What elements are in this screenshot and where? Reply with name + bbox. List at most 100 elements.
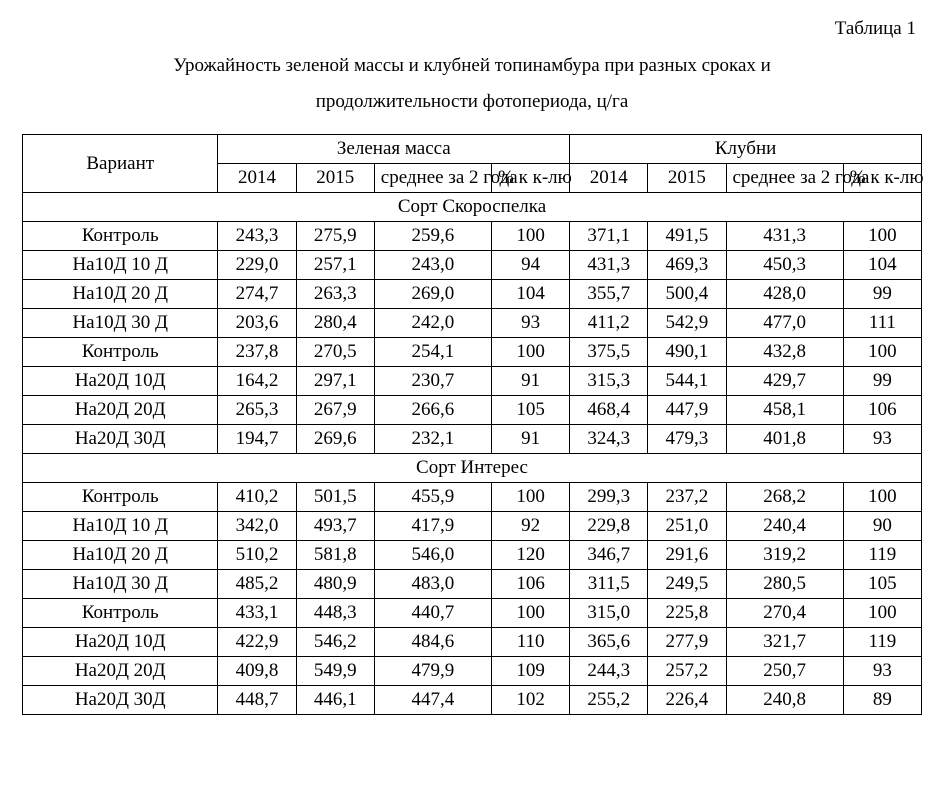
cell-gpct: 104 — [492, 280, 570, 309]
cell-g15: 480,9 — [296, 570, 374, 599]
cell-tpct: 99 — [843, 280, 921, 309]
cell-gpct: 109 — [492, 657, 570, 686]
cell-gavg: 242,0 — [374, 309, 491, 338]
header-t-2014: 2014 — [570, 164, 648, 193]
cell-gavg: 546,0 — [374, 541, 491, 570]
header-g-2015: 2015 — [296, 164, 374, 193]
cell-variant: На10Д 10 Д — [23, 251, 218, 280]
cell-gpct: 105 — [492, 396, 570, 425]
header-green: Зеленая масса — [218, 135, 570, 164]
cell-tavg: 450,3 — [726, 251, 843, 280]
cell-g14: 409,8 — [218, 657, 296, 686]
cell-t15: 479,3 — [648, 425, 726, 454]
cell-g15: 275,9 — [296, 222, 374, 251]
cell-g15: 546,2 — [296, 628, 374, 657]
cell-g14: 194,7 — [218, 425, 296, 454]
cell-t15: 257,2 — [648, 657, 726, 686]
cell-tavg: 432,8 — [726, 338, 843, 367]
table-row: На20Д 10Д422,9546,2484,6110365,6277,9321… — [23, 628, 922, 657]
cell-g14: 342,0 — [218, 512, 296, 541]
cell-t14: 431,3 — [570, 251, 648, 280]
cell-t15: 491,5 — [648, 222, 726, 251]
cell-tavg: 270,4 — [726, 599, 843, 628]
table-row: На20Д 20Д265,3267,9266,6105468,4447,9458… — [23, 396, 922, 425]
cell-gavg: 447,4 — [374, 686, 491, 715]
title-line-2: продолжительности фотопериода, ц/га — [316, 91, 629, 112]
cell-g15: 549,9 — [296, 657, 374, 686]
cell-g15: 448,3 — [296, 599, 374, 628]
table-title: Урожайность зеленой массы и клубней топи… — [22, 48, 922, 120]
cell-t15: 225,8 — [648, 599, 726, 628]
cell-gpct: 102 — [492, 686, 570, 715]
cell-t14: 311,5 — [570, 570, 648, 599]
cell-g15: 493,7 — [296, 512, 374, 541]
section-row: Сорт Скороспелка — [23, 193, 922, 222]
cell-tavg: 431,3 — [726, 222, 843, 251]
header-g-pct: % к к-лю — [492, 164, 570, 193]
cell-variant: На20Д 20Д — [23, 657, 218, 686]
cell-gpct: 91 — [492, 367, 570, 396]
cell-t15: 469,3 — [648, 251, 726, 280]
cell-tpct: 99 — [843, 367, 921, 396]
cell-variant: На10Д 30 Д — [23, 309, 218, 338]
cell-g14: 448,7 — [218, 686, 296, 715]
cell-tpct: 106 — [843, 396, 921, 425]
cell-variant: На20Д 10Д — [23, 628, 218, 657]
cell-g15: 267,9 — [296, 396, 374, 425]
cell-g15: 269,6 — [296, 425, 374, 454]
cell-g14: 229,0 — [218, 251, 296, 280]
cell-t14: 411,2 — [570, 309, 648, 338]
cell-tpct: 90 — [843, 512, 921, 541]
cell-g15: 297,1 — [296, 367, 374, 396]
cell-g15: 263,3 — [296, 280, 374, 309]
table-row: На10Д 30 Д203,6280,4242,093411,2542,9477… — [23, 309, 922, 338]
cell-tpct: 119 — [843, 541, 921, 570]
cell-tpct: 93 — [843, 657, 921, 686]
cell-tavg: 458,1 — [726, 396, 843, 425]
cell-variant: На20Д 20Д — [23, 396, 218, 425]
cell-gavg: 232,1 — [374, 425, 491, 454]
cell-g14: 422,9 — [218, 628, 296, 657]
cell-g14: 237,8 — [218, 338, 296, 367]
cell-t15: 500,4 — [648, 280, 726, 309]
cell-gpct: 110 — [492, 628, 570, 657]
cell-t14: 255,2 — [570, 686, 648, 715]
cell-tavg: 240,4 — [726, 512, 843, 541]
cell-g15: 501,5 — [296, 483, 374, 512]
cell-tavg: 280,5 — [726, 570, 843, 599]
header-t-avg: среднее за 2 года — [726, 164, 843, 193]
cell-gavg: 243,0 — [374, 251, 491, 280]
cell-variant: Контроль — [23, 222, 218, 251]
table-row: На10Д 10 Д229,0257,1243,094431,3469,3450… — [23, 251, 922, 280]
cell-g15: 270,5 — [296, 338, 374, 367]
cell-t15: 277,9 — [648, 628, 726, 657]
cell-t14: 315,0 — [570, 599, 648, 628]
cell-variant: На20Д 10Д — [23, 367, 218, 396]
cell-g15: 257,1 — [296, 251, 374, 280]
cell-variant: На10Д 30 Д — [23, 570, 218, 599]
cell-t14: 244,3 — [570, 657, 648, 686]
cell-g14: 433,1 — [218, 599, 296, 628]
cell-t15: 291,6 — [648, 541, 726, 570]
cell-gpct: 94 — [492, 251, 570, 280]
section-title: Сорт Интерес — [23, 454, 922, 483]
cell-gavg: 266,6 — [374, 396, 491, 425]
cell-tavg: 401,8 — [726, 425, 843, 454]
cell-gpct: 100 — [492, 338, 570, 367]
table-row: На10Д 10 Д342,0493,7417,992229,8251,0240… — [23, 512, 922, 541]
header-t-pct: % к к-лю — [843, 164, 921, 193]
cell-tpct: 89 — [843, 686, 921, 715]
cell-t15: 542,9 — [648, 309, 726, 338]
cell-gpct: 100 — [492, 483, 570, 512]
table-row: На20Д 20Д409,8549,9479,9109244,3257,2250… — [23, 657, 922, 686]
cell-t15: 490,1 — [648, 338, 726, 367]
cell-t14: 365,6 — [570, 628, 648, 657]
cell-t14: 299,3 — [570, 483, 648, 512]
cell-g14: 243,3 — [218, 222, 296, 251]
cell-g14: 510,2 — [218, 541, 296, 570]
cell-gavg: 440,7 — [374, 599, 491, 628]
cell-t15: 226,4 — [648, 686, 726, 715]
cell-gavg: 484,6 — [374, 628, 491, 657]
table-row: На10Д 20 Д274,7263,3269,0104355,7500,442… — [23, 280, 922, 309]
cell-gpct: 106 — [492, 570, 570, 599]
